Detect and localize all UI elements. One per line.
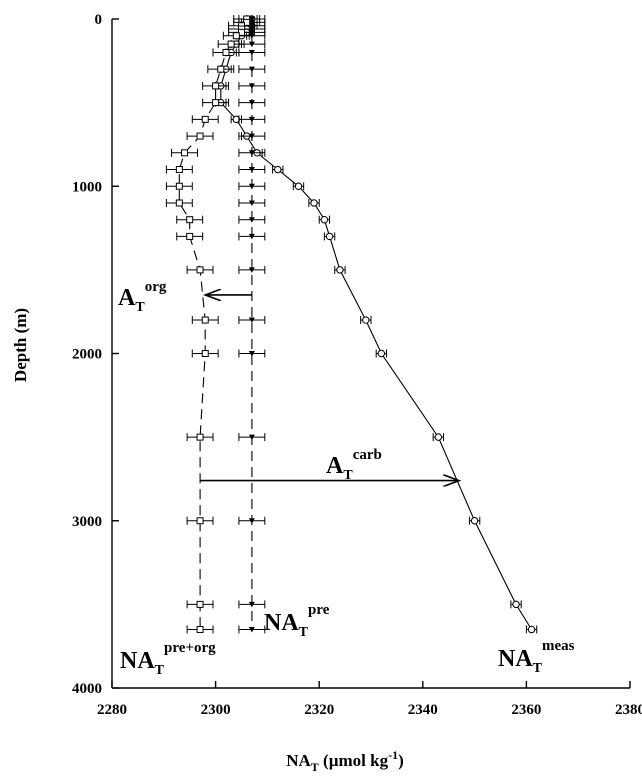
series-pre-org — [165, 15, 261, 634]
data-point — [248, 233, 255, 240]
data-point — [212, 82, 220, 90]
data-point — [248, 116, 255, 123]
data-point — [186, 232, 194, 240]
data-point — [196, 132, 204, 140]
data-point — [196, 266, 204, 274]
annotation-label-carb: ATcarb — [326, 447, 382, 483]
data-point — [248, 518, 255, 524]
series-pre — [238, 15, 266, 634]
data-point — [248, 133, 255, 140]
x-tick-label: 2380 — [615, 702, 642, 718]
series-layer — [165, 15, 538, 634]
data-point — [336, 266, 344, 274]
data-point — [201, 350, 209, 357]
x-axis-title-sup: -1 — [388, 748, 398, 762]
y-tick-label: 3000 — [72, 514, 102, 530]
data-point — [470, 517, 479, 525]
x-axis-title-main: NA — [286, 751, 311, 770]
data-point — [181, 149, 189, 157]
data-point — [217, 65, 225, 73]
data-point — [227, 40, 235, 48]
data-point — [196, 600, 204, 608]
data-point — [175, 182, 183, 190]
data-point — [212, 99, 220, 107]
series-label-meas: NATmeas — [498, 638, 575, 676]
data-point — [175, 166, 183, 174]
x-tick-label: 2340 — [408, 702, 438, 718]
data-point — [248, 33, 255, 39]
y-tick-label: 2000 — [72, 347, 102, 363]
data-point — [248, 167, 255, 173]
data-point — [248, 183, 255, 190]
data-point — [248, 200, 255, 206]
data-point — [248, 434, 255, 441]
data-point — [248, 150, 255, 156]
annotation-label-org: ATorg — [118, 279, 167, 315]
data-point — [175, 199, 183, 207]
data-point — [325, 232, 334, 241]
data-point — [201, 316, 209, 324]
data-point — [201, 115, 209, 123]
series-label-pre: NATpre — [264, 602, 330, 640]
data-point — [248, 601, 255, 608]
x-axis-title-rest: (µmol kg — [319, 751, 389, 770]
data-point — [222, 48, 230, 56]
data-point — [274, 165, 282, 174]
x-axis-title: NAT (µmol kg-1) — [286, 748, 404, 774]
y-tick-label: 4000 — [72, 681, 102, 697]
data-point — [320, 216, 329, 224]
x-tick-label: 2360 — [511, 702, 541, 718]
x-tick-label: 2300 — [201, 702, 231, 718]
series-meas — [215, 15, 538, 634]
data-point — [196, 625, 204, 633]
data-point — [294, 182, 303, 190]
data-point — [186, 216, 194, 224]
data-point — [248, 351, 255, 357]
data-point — [377, 349, 386, 358]
data-point — [248, 317, 255, 324]
data-point — [362, 316, 370, 324]
data-point — [527, 625, 536, 634]
y-tick-label: 1000 — [72, 179, 102, 195]
data-point — [248, 66, 255, 73]
data-point — [512, 600, 520, 609]
x-tick-label: 2320 — [304, 702, 334, 718]
y-axis-title: Depth (m) — [11, 308, 30, 382]
x-tick-label: 2280 — [97, 702, 127, 718]
y-tick-label: 0 — [95, 12, 103, 28]
data-point — [434, 433, 443, 441]
data-point — [248, 83, 255, 89]
data-point — [196, 433, 204, 441]
annotations-layer — [200, 295, 459, 481]
x-axis-title-sub: T — [311, 760, 319, 774]
series-line-pre-org — [178, 19, 248, 630]
data-point — [248, 100, 255, 106]
data-point — [248, 41, 255, 48]
data-point — [248, 267, 255, 273]
axes: 0 1000 2000 3000 4000 2280 2300 2320 2340 2360 238… — [72, 12, 642, 718]
x-axis-title-close: ) — [398, 751, 404, 770]
data-point — [248, 626, 255, 633]
data-point — [196, 517, 204, 525]
series-line-meas — [220, 18, 533, 630]
series-label-pre-org: NATpre+org — [120, 640, 216, 678]
data-point — [232, 32, 240, 40]
data-point — [248, 49, 255, 56]
data-point — [310, 199, 318, 207]
data-point — [248, 217, 255, 223]
